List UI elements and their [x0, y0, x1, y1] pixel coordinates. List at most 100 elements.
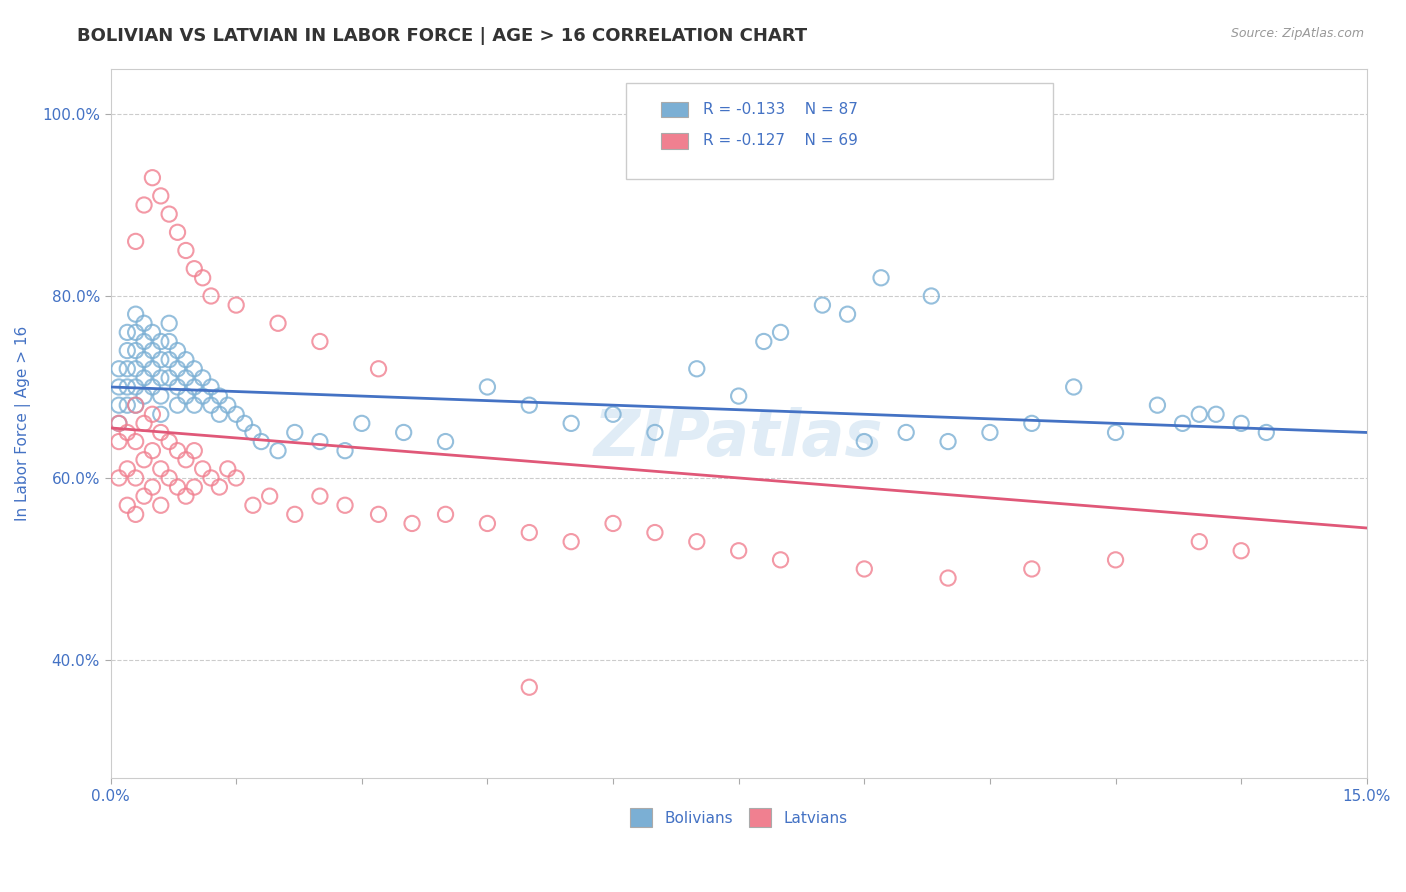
Point	[644, 425, 666, 440]
Point	[259, 489, 281, 503]
Point	[117, 343, 139, 358]
Point	[267, 443, 290, 458]
Point	[191, 389, 214, 403]
Point	[141, 326, 163, 340]
Point	[183, 398, 205, 412]
Point	[686, 361, 709, 376]
Point	[208, 389, 231, 403]
Point	[769, 553, 792, 567]
Point	[1230, 543, 1253, 558]
Point	[132, 334, 155, 349]
Point	[132, 489, 155, 503]
Point	[132, 352, 155, 367]
Point	[284, 425, 307, 440]
Point	[157, 371, 180, 385]
Point	[183, 443, 205, 458]
Point	[132, 452, 155, 467]
Point	[242, 425, 264, 440]
Point	[367, 361, 389, 376]
Point	[166, 380, 188, 394]
Point	[284, 508, 307, 522]
Point	[208, 407, 231, 421]
Point	[117, 380, 139, 394]
Point	[1146, 398, 1168, 412]
Point	[149, 498, 172, 512]
Point	[1171, 417, 1194, 431]
Point	[132, 371, 155, 385]
Point	[1205, 407, 1227, 421]
Text: BOLIVIAN VS LATVIAN IN LABOR FORCE | AGE > 16 CORRELATION CHART: BOLIVIAN VS LATVIAN IN LABOR FORCE | AGE…	[77, 27, 807, 45]
Point	[124, 380, 146, 394]
Point	[309, 434, 332, 449]
Point	[183, 380, 205, 394]
Point	[108, 434, 131, 449]
Point	[157, 471, 180, 485]
Point	[174, 244, 197, 258]
Point	[166, 361, 188, 376]
Point	[124, 398, 146, 412]
Point	[124, 398, 146, 412]
Point	[149, 425, 172, 440]
Point	[200, 471, 222, 485]
Point	[141, 170, 163, 185]
Point	[157, 316, 180, 330]
Point	[309, 334, 332, 349]
Point	[250, 434, 273, 449]
Text: R = -0.127    N = 69: R = -0.127 N = 69	[703, 134, 859, 148]
Point	[936, 571, 959, 585]
Point	[124, 508, 146, 522]
Point	[166, 398, 188, 412]
Point	[149, 407, 172, 421]
Point	[117, 398, 139, 412]
Point	[517, 525, 540, 540]
Point	[124, 307, 146, 321]
Point	[225, 471, 247, 485]
Point	[132, 198, 155, 212]
Point	[200, 398, 222, 412]
Point	[350, 417, 373, 431]
Point	[434, 508, 457, 522]
Point	[117, 498, 139, 512]
Y-axis label: In Labor Force | Age > 16: In Labor Force | Age > 16	[15, 326, 31, 521]
Bar	[661, 133, 689, 149]
Point	[1063, 380, 1085, 394]
Point	[200, 380, 222, 394]
Point	[333, 443, 356, 458]
Point	[752, 334, 775, 349]
Point	[602, 516, 624, 531]
Point	[517, 680, 540, 694]
Point	[174, 371, 197, 385]
Point	[141, 343, 163, 358]
Point	[602, 407, 624, 421]
Point	[108, 417, 131, 431]
Point	[141, 380, 163, 394]
Point	[1021, 562, 1043, 576]
Point	[1188, 534, 1211, 549]
Point	[117, 326, 139, 340]
Point	[200, 289, 222, 303]
Point	[124, 235, 146, 249]
Point	[1230, 417, 1253, 431]
Point	[477, 516, 499, 531]
Point	[477, 380, 499, 394]
Point	[124, 326, 146, 340]
Point	[108, 361, 131, 376]
Point	[1021, 417, 1043, 431]
Point	[149, 189, 172, 203]
Point	[132, 417, 155, 431]
Point	[157, 352, 180, 367]
Text: Source: ZipAtlas.com: Source: ZipAtlas.com	[1230, 27, 1364, 40]
Point	[124, 343, 146, 358]
Point	[183, 361, 205, 376]
Point	[920, 289, 942, 303]
Legend: Bolivians, Latvians: Bolivians, Latvians	[621, 800, 855, 834]
Point	[108, 398, 131, 412]
Point	[870, 270, 893, 285]
Point	[191, 270, 214, 285]
Point	[1256, 425, 1278, 440]
Point	[517, 398, 540, 412]
Point	[1104, 425, 1126, 440]
Point	[166, 443, 188, 458]
Point	[191, 371, 214, 385]
Point	[174, 452, 197, 467]
